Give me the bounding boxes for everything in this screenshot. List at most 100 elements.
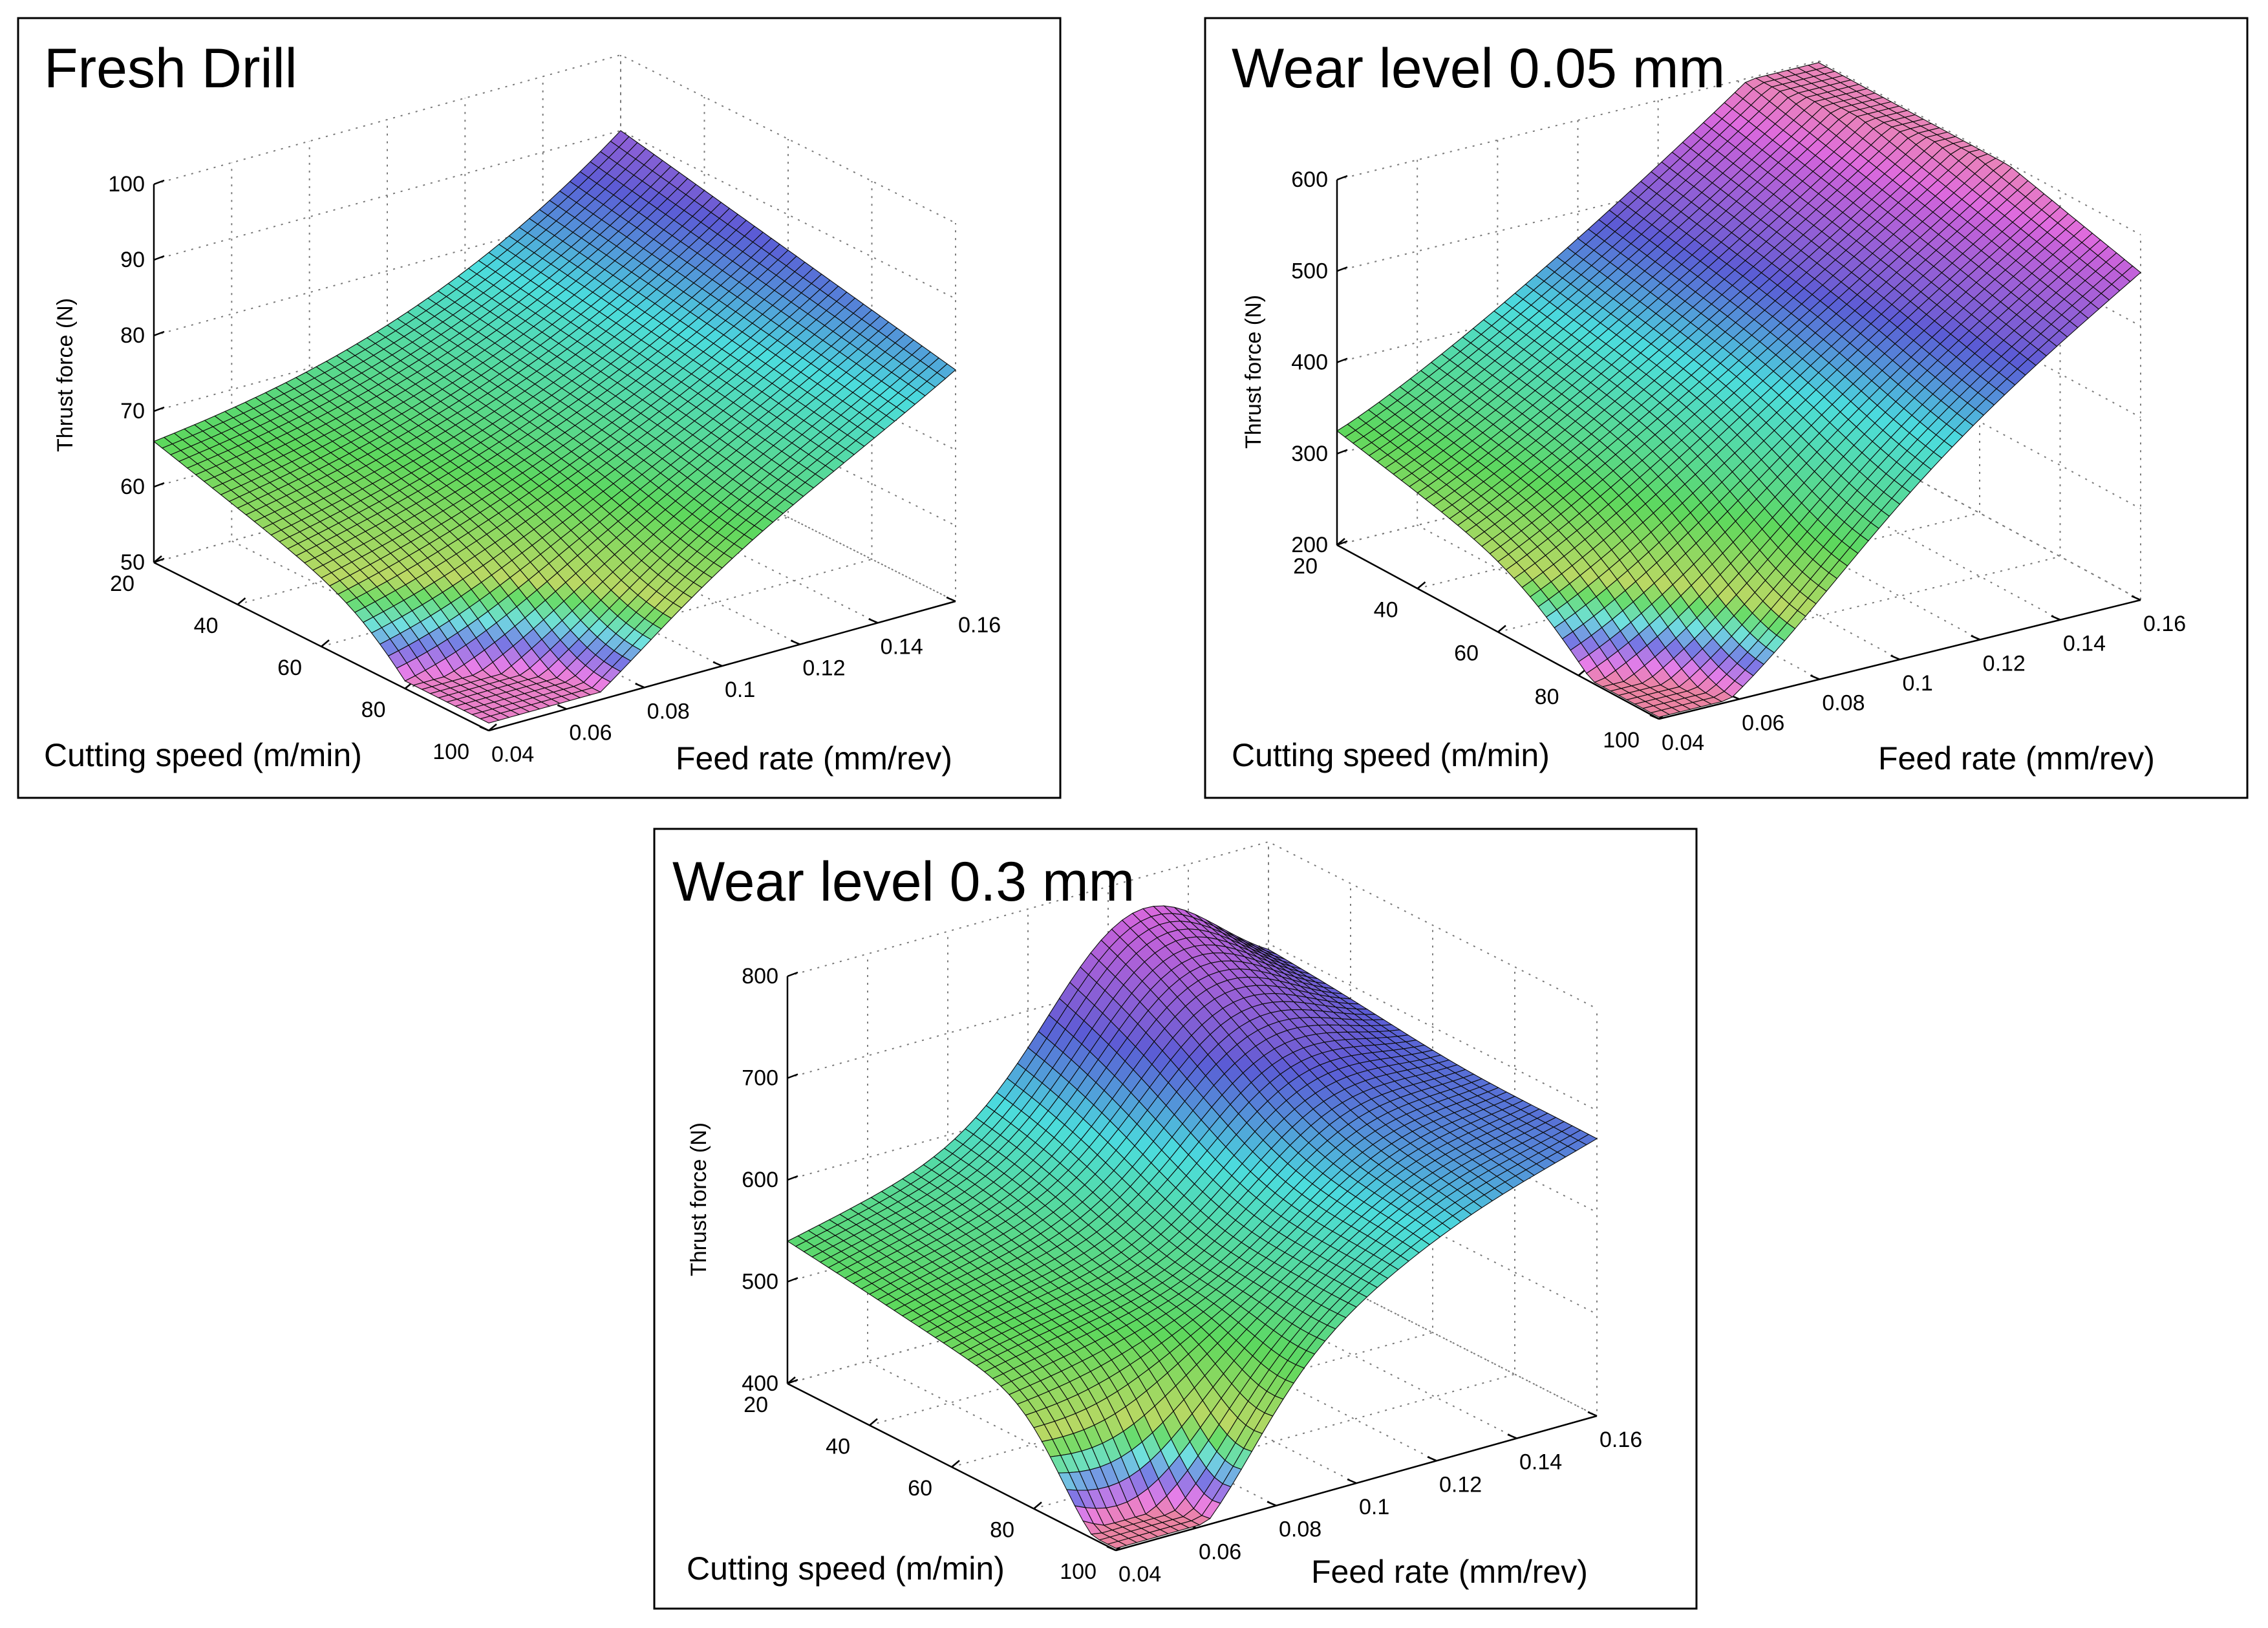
z-tick-mark [153, 406, 165, 412]
z-tick-label: 600 [742, 1168, 778, 1192]
y-tick-label: 0.04 [1118, 1562, 1161, 1587]
y-tick-mark [868, 618, 879, 624]
z-tick-mark [1336, 358, 1348, 363]
chart-panel-2: 200 300 400 500 600 20 40 60 80 100 0.04 0.06 0.08 0.… [1204, 17, 2249, 799]
z-tick-mark [1336, 175, 1348, 181]
x-tick-label: 60 [1454, 641, 1479, 666]
z-axis-label: Thrust force (N) [1241, 295, 1266, 449]
y-tick-label: 0.12 [1439, 1472, 1482, 1497]
chart-panel-1: 50 60 70 80 90 100 20 40 60 80 100 0.04 0.06 0.08 0.1 0… [17, 17, 1062, 799]
x-tick-label: 20 [744, 1393, 768, 1417]
y-tick-label: 0.08 [1279, 1517, 1321, 1542]
y-tick-mark [1649, 714, 1660, 720]
z-axis-label: Thrust force (N) [53, 298, 78, 452]
z-tick-label: 200 [1291, 533, 1328, 557]
z-tick-label: 80 [120, 323, 145, 348]
z-tick-mark [1336, 266, 1348, 272]
y-tick-label: 0.1 [1359, 1495, 1389, 1519]
y-tick-mark [557, 704, 567, 710]
y-axis-label: Feed rate (mm/rev) [1878, 740, 2155, 777]
x-tick-mark [1336, 538, 1345, 546]
z-tick-mark [153, 482, 165, 488]
y-tick-label: 0.06 [1199, 1539, 1241, 1564]
y-gridline [542, 76, 879, 624]
surface [1336, 62, 2141, 718]
y-tick-label: 0.14 [1519, 1450, 1562, 1475]
x-tick-label: 20 [110, 572, 134, 596]
y-tick-label: 0.16 [1599, 1428, 1642, 1452]
y-tick-label: 0.12 [1983, 651, 2026, 676]
z-tick-label: 90 [120, 248, 145, 272]
x-tick-label: 40 [826, 1435, 850, 1459]
y-gridline [620, 55, 956, 602]
y-tick-label: 0.16 [2143, 612, 2186, 636]
axes: 200 300 400 500 600 20 40 60 80 100 0.04 0.06 0.08 0.… [1291, 167, 2186, 755]
y-axis-label: Feed rate (mm/rev) [676, 740, 952, 777]
x-tick-label: 80 [361, 698, 386, 722]
z-tick-label: 500 [1291, 259, 1328, 283]
x-axis-label: Cutting speed (m/min) [1232, 737, 1550, 773]
x-tick-label: 60 [277, 656, 302, 680]
y-tick-mark [946, 596, 956, 603]
x-tick-mark [153, 555, 162, 563]
z-tick-label: 400 [1291, 350, 1328, 375]
z-tick-mark [1336, 449, 1348, 455]
x-tick-label: 40 [194, 614, 219, 638]
x-tick-label: 20 [1293, 554, 1318, 579]
x-tick-mark [1417, 581, 1426, 590]
y-tick-mark [1810, 674, 1820, 680]
y-tick-label: 0.04 [491, 742, 534, 767]
z-tick-label: 300 [1291, 442, 1328, 466]
x-axis-label: Cutting speed (m/min) [44, 737, 362, 773]
y-gridline [1417, 160, 1740, 700]
z-tick-mark [153, 255, 165, 261]
z-tick-label: 100 [108, 172, 145, 197]
z-tick-label: 700 [742, 1066, 778, 1091]
y-tick-mark [479, 725, 489, 732]
z-tick-label: 500 [742, 1270, 778, 1294]
x-tick-mark [321, 639, 330, 647]
z-tick-mark [153, 179, 165, 186]
x-tick-label: 60 [908, 1476, 932, 1501]
y-tick-label: 0.14 [2063, 632, 2106, 656]
z-tick-label: 800 [742, 964, 778, 989]
z-tick-label: 50 [120, 550, 145, 575]
chart-title: Fresh Drill [44, 37, 297, 100]
x-tick-label: 100 [1060, 1559, 1097, 1584]
y-tick-label: 0.08 [1822, 691, 1865, 716]
y-tick-mark [2131, 595, 2141, 601]
y-tick-mark [1971, 635, 1981, 641]
y-tick-label: 0.16 [958, 613, 1001, 637]
axes: 50 60 70 80 90 100 20 40 60 80 100 0.04 0.06 0.08 0.1 0… [108, 172, 1001, 767]
y-tick-mark [712, 661, 723, 667]
x-tick-label: 40 [1374, 597, 1398, 622]
y-tick-label: 0.1 [1903, 671, 1933, 696]
y-tick-mark [790, 639, 800, 645]
x-tick-mark [1497, 625, 1506, 633]
chart-title: Wear level 0.05 mm [1232, 37, 1725, 100]
y-tick-label: 0.12 [802, 656, 845, 681]
z-tick-label: 60 [120, 475, 145, 499]
x-tick-label: 100 [1603, 728, 1640, 753]
x-tick-mark [488, 723, 497, 731]
surface [153, 130, 956, 723]
x-tick-label: 80 [1535, 685, 1559, 709]
z-tick-label: 70 [120, 399, 145, 423]
y-tick-label: 0.08 [647, 699, 690, 723]
y-tick-mark [1890, 654, 1900, 661]
surface-facet [479, 715, 500, 723]
y-tick-label: 0.14 [881, 634, 923, 659]
y-tick-mark [2051, 615, 2061, 621]
y-tick-label: 0.06 [1742, 711, 1784, 735]
x-tick-label: 80 [990, 1518, 1014, 1543]
y-tick-label: 0.06 [569, 721, 612, 745]
x-tick-label: 100 [433, 740, 469, 764]
y-tick-label: 0.04 [1662, 731, 1704, 755]
z-tick-label: 600 [1291, 167, 1328, 192]
x-tick-mark [237, 597, 246, 605]
y-tick-mark [635, 683, 645, 689]
y-tick-label: 0.1 [725, 678, 755, 702]
z-tick-mark [153, 330, 165, 337]
